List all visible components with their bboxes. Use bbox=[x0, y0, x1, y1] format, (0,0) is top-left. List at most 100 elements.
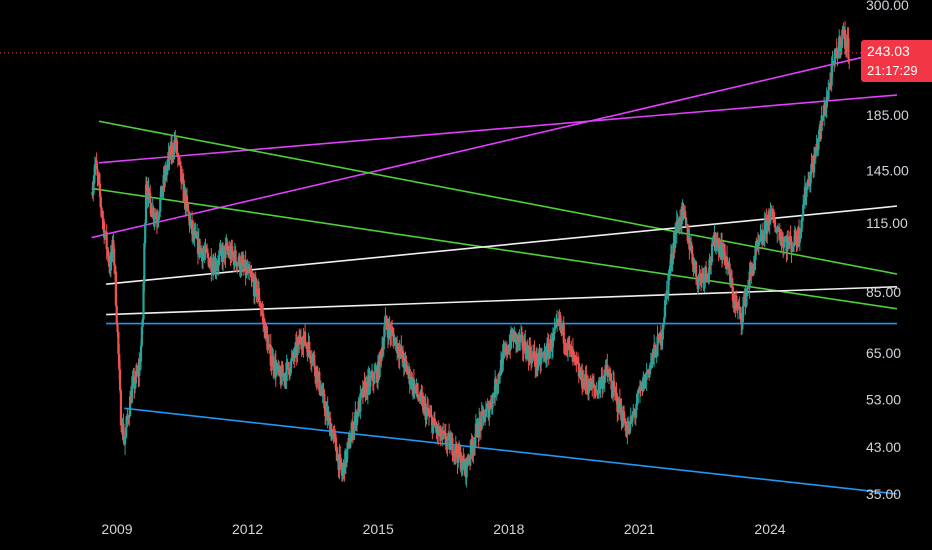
candle bbox=[679, 209, 682, 230]
candle bbox=[748, 262, 751, 300]
candle bbox=[838, 35, 842, 59]
candle bbox=[626, 417, 629, 445]
candle bbox=[442, 422, 445, 440]
candle bbox=[149, 201, 153, 218]
candle bbox=[848, 58, 851, 70]
candle bbox=[632, 403, 635, 419]
candle bbox=[537, 348, 540, 371]
candle bbox=[115, 294, 118, 326]
candle bbox=[125, 413, 128, 439]
candle bbox=[708, 253, 711, 284]
candle bbox=[645, 362, 648, 392]
candle bbox=[656, 325, 659, 357]
candle bbox=[447, 423, 451, 437]
candle bbox=[201, 244, 205, 270]
candle bbox=[240, 251, 243, 277]
candle bbox=[774, 219, 777, 233]
bar-countdown-label: 21:17:29 bbox=[867, 63, 918, 78]
candle bbox=[186, 202, 189, 212]
y-tick-label: 43.00 bbox=[866, 439, 901, 455]
candle bbox=[142, 276, 145, 326]
y-tick-label: 185.00 bbox=[866, 107, 909, 123]
candle bbox=[173, 131, 176, 160]
candle bbox=[609, 368, 612, 382]
candle bbox=[474, 414, 477, 448]
candle bbox=[420, 384, 423, 407]
candle bbox=[255, 277, 258, 303]
candle bbox=[675, 210, 678, 244]
candle bbox=[476, 417, 479, 438]
candle bbox=[776, 225, 779, 244]
candle bbox=[123, 436, 127, 455]
candle bbox=[693, 257, 696, 274]
candle bbox=[616, 393, 619, 423]
candle bbox=[109, 245, 112, 278]
candle bbox=[533, 340, 536, 366]
candle bbox=[592, 373, 596, 400]
candle bbox=[231, 239, 234, 262]
candle bbox=[472, 436, 475, 464]
candle bbox=[242, 251, 245, 276]
candle bbox=[535, 346, 539, 378]
candle bbox=[553, 317, 556, 341]
candle bbox=[505, 341, 508, 361]
candle bbox=[303, 323, 307, 346]
candle bbox=[540, 347, 543, 372]
candle bbox=[316, 365, 319, 389]
candle bbox=[650, 356, 653, 369]
candle bbox=[828, 82, 831, 100]
candle bbox=[674, 222, 677, 253]
candle bbox=[164, 161, 167, 188]
candle bbox=[489, 394, 493, 410]
candle bbox=[324, 401, 328, 426]
y-tick-label: 115.00 bbox=[866, 215, 908, 231]
x-tick-label: 2009 bbox=[101, 521, 132, 537]
candle bbox=[134, 364, 138, 388]
candle bbox=[794, 227, 797, 242]
candle bbox=[103, 229, 107, 241]
candle bbox=[285, 354, 288, 389]
candle bbox=[490, 407, 493, 415]
candle bbox=[757, 234, 760, 256]
candle bbox=[289, 358, 292, 377]
candle bbox=[599, 378, 602, 399]
trendline-green-2[interactable] bbox=[98, 120, 898, 275]
candle bbox=[668, 272, 671, 285]
y-tick-label: 35.00 bbox=[866, 486, 901, 502]
y-tick-label: 53.00 bbox=[866, 392, 901, 408]
candle bbox=[390, 321, 393, 346]
candle bbox=[567, 336, 570, 351]
x-tick-label: 2018 bbox=[493, 521, 524, 537]
candle bbox=[672, 232, 675, 265]
candle bbox=[839, 47, 842, 58]
candle bbox=[698, 265, 701, 282]
candle bbox=[143, 238, 146, 292]
trendline-blue-7[interactable] bbox=[124, 407, 898, 495]
candle bbox=[763, 211, 766, 248]
candle bbox=[250, 264, 253, 287]
trendline-magenta-1[interactable] bbox=[98, 94, 898, 164]
candle bbox=[138, 352, 141, 387]
trendline-green-3[interactable] bbox=[91, 187, 898, 310]
candle bbox=[637, 387, 640, 404]
candle bbox=[525, 342, 529, 360]
candle bbox=[524, 329, 527, 358]
candle bbox=[346, 441, 349, 459]
candle bbox=[767, 208, 770, 232]
candle bbox=[161, 188, 164, 199]
candle bbox=[659, 324, 662, 351]
candle bbox=[267, 335, 270, 351]
candle bbox=[769, 202, 772, 225]
candle bbox=[773, 212, 776, 229]
candle bbox=[422, 395, 426, 416]
trendline-magenta-0[interactable] bbox=[91, 48, 898, 239]
candle bbox=[427, 409, 431, 426]
candle bbox=[393, 334, 396, 346]
candle bbox=[114, 266, 117, 308]
trendline-white-5[interactable] bbox=[106, 285, 898, 316]
candle bbox=[725, 245, 729, 270]
candle bbox=[491, 392, 494, 415]
candle bbox=[313, 350, 316, 369]
candle bbox=[362, 381, 365, 399]
